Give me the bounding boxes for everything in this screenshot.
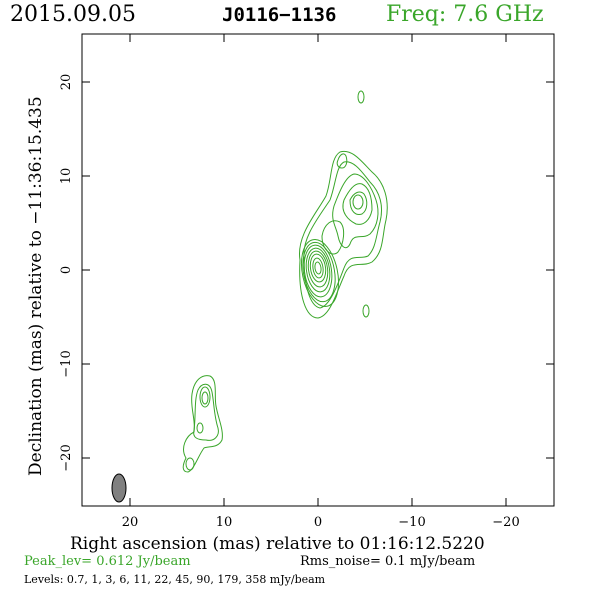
core-contour xyxy=(300,239,340,307)
x-ticks xyxy=(129,34,507,506)
jet-contour xyxy=(303,161,383,309)
isolated-contour xyxy=(357,90,365,104)
source-contours xyxy=(182,90,388,473)
counter-jet-contour xyxy=(185,457,195,471)
x-tick-label: −10 xyxy=(398,515,425,530)
jet-contour xyxy=(349,191,368,215)
counter-jet-contour xyxy=(193,383,219,441)
core-contour xyxy=(305,247,331,293)
counter-jet-contour xyxy=(199,386,211,408)
isolated-contour xyxy=(362,304,370,318)
counter-jet-contour xyxy=(201,391,209,405)
counter-jet-contour xyxy=(196,422,204,434)
x-tick-label: 10 xyxy=(216,515,233,530)
y-tick-label: 10 xyxy=(59,168,74,185)
y-tick-label: −20 xyxy=(59,444,74,471)
y-axis-label: Declination (mas) relative to −11:36:15.… xyxy=(26,96,46,476)
rms-noise: Rms_noise= 0.1 mJy/beam xyxy=(300,554,476,569)
frequency-label: Freq: 7.6 GHz xyxy=(386,2,544,27)
observation-date: 2015.09.05 xyxy=(10,2,136,27)
source-name: J0116−1136 xyxy=(222,4,337,26)
core-contour xyxy=(309,253,327,283)
core-contour xyxy=(312,257,324,279)
x-tick-label: 0 xyxy=(314,515,322,530)
core-contour xyxy=(302,241,336,303)
core-contour xyxy=(307,250,329,288)
jet-contour xyxy=(332,173,379,249)
x-tick-label: 20 xyxy=(122,515,139,530)
x-axis-label: Right ascension (mas) relative to 01:16:… xyxy=(70,534,485,554)
jet-contour xyxy=(336,153,348,169)
y-tick-label: 20 xyxy=(59,74,74,91)
peak-level: Peak_lev= 0.612 Jy/beam xyxy=(24,554,191,569)
beam-ellipse xyxy=(111,473,127,503)
core-contour xyxy=(314,261,322,275)
jet-contour xyxy=(352,194,364,210)
contour-levels: Levels: 0.7, 1, 3, 6, 11, 22, 45, 90, 17… xyxy=(24,573,326,586)
jet-contour xyxy=(342,183,373,225)
jet-contour xyxy=(321,220,345,255)
plot-frame xyxy=(81,33,555,507)
y-ticks xyxy=(82,81,554,459)
jet-contour xyxy=(299,150,388,319)
x-tick-label: −20 xyxy=(492,515,519,530)
y-tick-label: 0 xyxy=(59,266,74,274)
y-tick-label: −10 xyxy=(59,350,74,377)
